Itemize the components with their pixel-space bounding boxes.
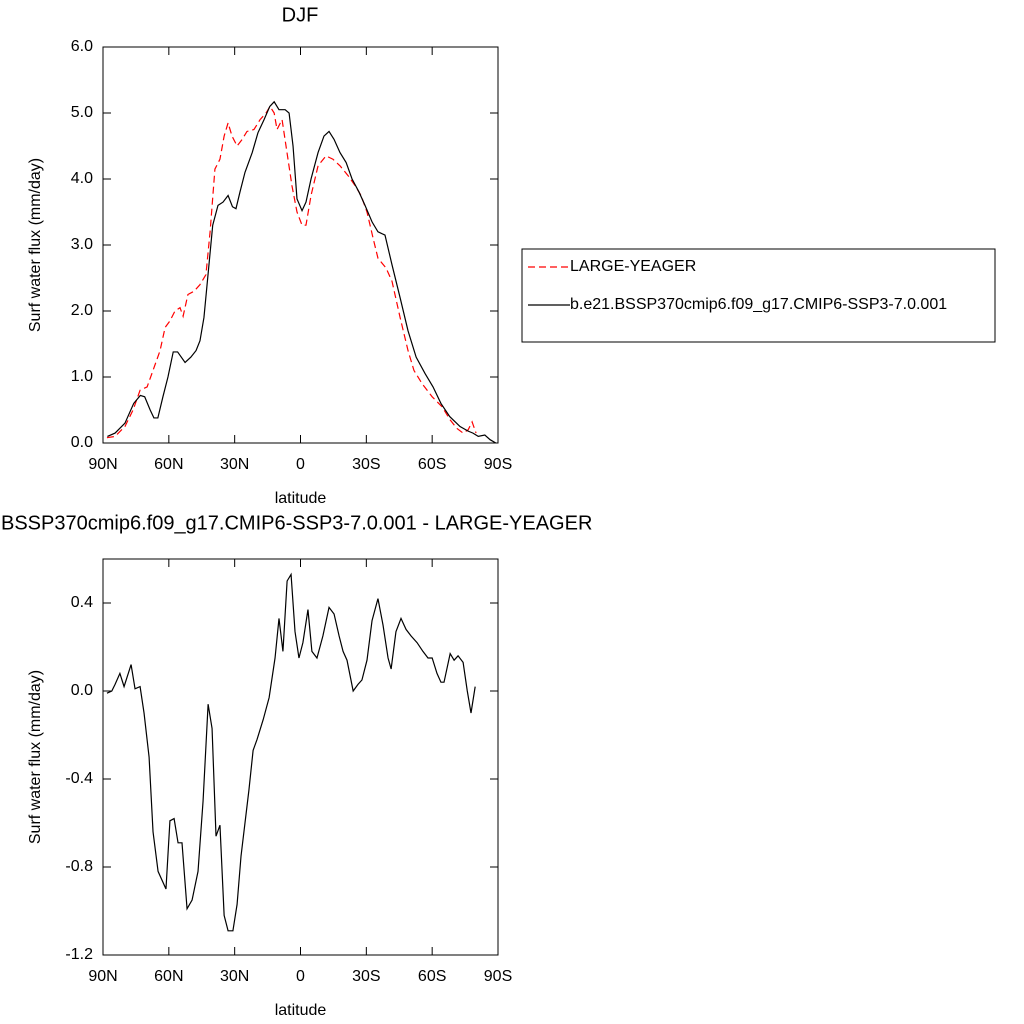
y-tick-label: 4.0 bbox=[71, 170, 93, 187]
x-tick-label: 30N bbox=[220, 456, 249, 473]
x-tick-label: 60N bbox=[154, 456, 183, 473]
y-tick-label: -0.4 bbox=[65, 770, 93, 787]
y-tick-label: 0.0 bbox=[71, 434, 93, 451]
y-tick-label: 0.4 bbox=[71, 594, 93, 611]
y-tick-label: 0.0 bbox=[71, 682, 93, 699]
x-tick-label: 0 bbox=[296, 456, 305, 473]
x-axis-title: latitude bbox=[275, 490, 327, 507]
series-line bbox=[106, 105, 477, 439]
x-tick-label: 30S bbox=[352, 968, 380, 985]
x-tick-label: 90N bbox=[88, 456, 117, 473]
chart-title: BSSP370cmip6.f09_g17.CMIP6-SSP3-7.0.001 … bbox=[1, 512, 592, 534]
x-tick-label: 60S bbox=[418, 968, 446, 985]
x-tick-label: 90N bbox=[88, 968, 117, 985]
x-tick-label: 30S bbox=[352, 456, 380, 473]
x-tick-label: 90S bbox=[484, 456, 512, 473]
plot-frame bbox=[102, 46, 499, 444]
chart-title: DJF bbox=[282, 4, 319, 26]
y-tick-label: 2.0 bbox=[71, 302, 93, 319]
x-tick-label: 60N bbox=[154, 968, 183, 985]
x-tick-label: 30N bbox=[220, 968, 249, 985]
x-tick-label: 60S bbox=[418, 456, 446, 473]
x-tick-label: 90S bbox=[484, 968, 512, 985]
legend-label: b.e21.BSSP370cmip6.f09_g17.CMIP6-SSP3-7.… bbox=[570, 296, 947, 313]
legend-box bbox=[521, 248, 996, 343]
y-axis-title: Surf water flux (mm/day) bbox=[27, 670, 44, 844]
y-tick-label: -0.8 bbox=[65, 858, 93, 875]
plot-frame bbox=[102, 558, 499, 956]
y-tick-label: 3.0 bbox=[71, 236, 93, 253]
y-tick-label: 1.0 bbox=[71, 368, 93, 385]
y-tick-label: -1.2 bbox=[65, 946, 93, 963]
series-line bbox=[107, 100, 497, 444]
y-axis-title: Surf water flux (mm/day) bbox=[27, 158, 44, 332]
series-line bbox=[106, 572, 476, 932]
x-tick-label: 0 bbox=[296, 968, 305, 985]
y-tick-label: 5.0 bbox=[71, 104, 93, 121]
y-tick-label: 6.0 bbox=[71, 38, 93, 55]
legend-label: LARGE-YEAGER bbox=[570, 258, 696, 275]
x-axis-title: latitude bbox=[275, 1002, 327, 1019]
